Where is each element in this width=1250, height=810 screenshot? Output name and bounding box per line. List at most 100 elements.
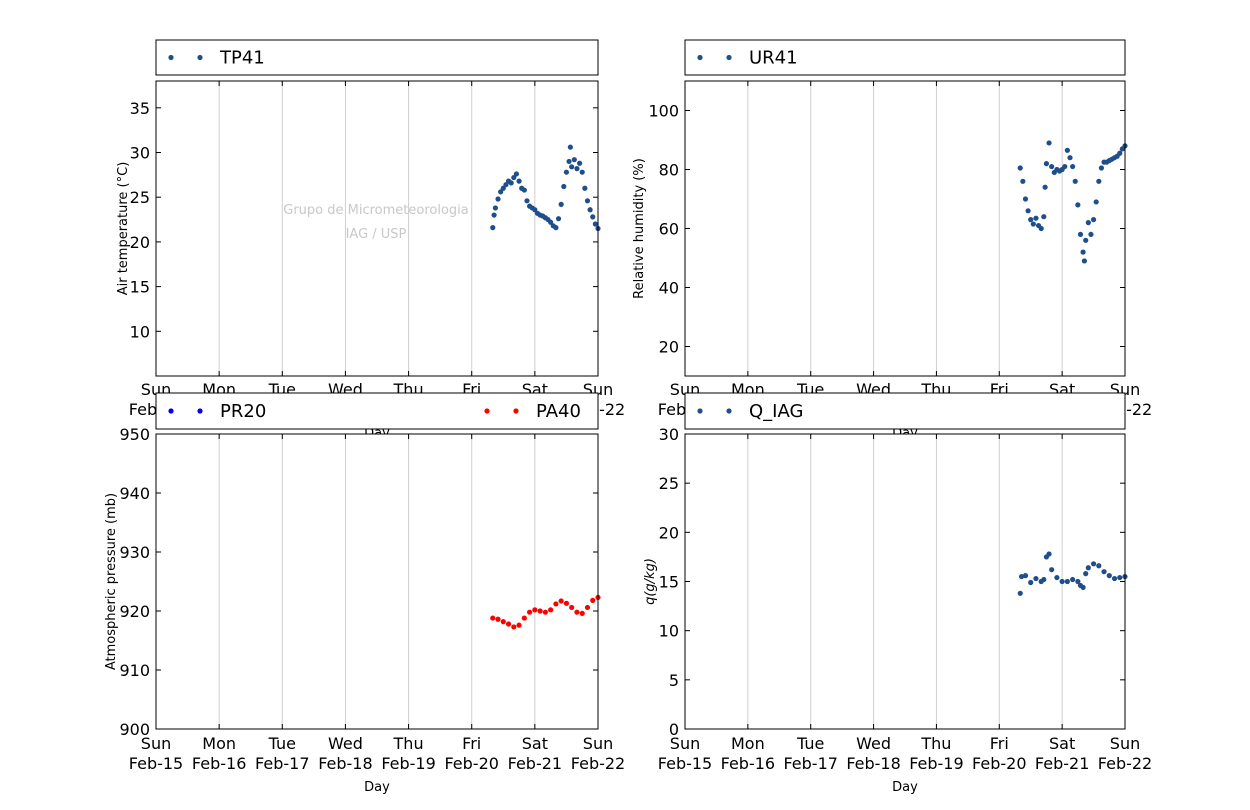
y-tick-label: 940 bbox=[119, 484, 150, 503]
data-point bbox=[567, 144, 573, 150]
x-tick-label-date: Feb-15 bbox=[129, 754, 183, 773]
y-tick-label: 25 bbox=[659, 474, 679, 493]
y-tick-label: 40 bbox=[659, 279, 679, 298]
legend: PR20 PA40 bbox=[155, 392, 599, 430]
plot-area bbox=[156, 434, 598, 729]
x-tick-label-day: Mon bbox=[731, 734, 765, 753]
chart-specific_humidity: SunFeb-15MonFeb-16TueFeb-17WedFeb-18ThuF… bbox=[643, 392, 1152, 795]
watermark: Grupo de Micrometeorologia IAG / USP bbox=[283, 203, 469, 242]
data-point bbox=[1101, 569, 1107, 575]
data-point bbox=[495, 616, 501, 622]
x-tick-label-day: Sun bbox=[141, 734, 171, 753]
watermark-line-2: IAG / USP bbox=[346, 227, 407, 242]
x-tick-label-day: Fri bbox=[462, 734, 481, 753]
legend-marker bbox=[168, 54, 174, 61]
y-tick-label: 950 bbox=[119, 425, 150, 444]
data-point bbox=[592, 221, 598, 227]
legend-box bbox=[155, 39, 599, 76]
data-point bbox=[569, 164, 575, 170]
y-tick-label: 930 bbox=[119, 543, 150, 562]
data-point bbox=[1033, 215, 1039, 221]
data-point bbox=[490, 615, 496, 621]
data-point bbox=[1046, 551, 1052, 557]
x-tick-label-day: Thu bbox=[920, 734, 951, 753]
y-tick-label: 900 bbox=[119, 720, 150, 739]
data-point bbox=[548, 607, 554, 613]
data-point bbox=[590, 214, 596, 220]
data-point bbox=[1096, 563, 1102, 569]
data-point bbox=[1075, 578, 1081, 585]
y-tick-label: 60 bbox=[659, 220, 679, 239]
y-axis-label: q(g/kg) bbox=[643, 558, 658, 605]
data-point bbox=[569, 604, 575, 611]
data-point bbox=[1081, 258, 1088, 264]
data-point bbox=[1070, 163, 1076, 170]
x-tick-label-date: Feb-20 bbox=[444, 754, 498, 773]
y-tick-label: 920 bbox=[119, 602, 150, 621]
y-tick-label: 15 bbox=[130, 278, 150, 297]
data-point bbox=[1117, 574, 1123, 581]
y-tick-label: 25 bbox=[130, 188, 150, 207]
y-tick-label: 20 bbox=[130, 233, 150, 252]
y-tick-label: 0 bbox=[669, 720, 679, 739]
data-point bbox=[579, 610, 585, 616]
legend-marker bbox=[697, 408, 703, 414]
data-point bbox=[584, 604, 591, 611]
x-tick-label-date: Feb-19 bbox=[909, 754, 963, 773]
data-point bbox=[524, 198, 530, 204]
data-point bbox=[576, 160, 583, 166]
data-point bbox=[516, 622, 522, 628]
data-point bbox=[500, 619, 506, 625]
y-tick-label: 5 bbox=[669, 671, 679, 690]
data-point bbox=[508, 180, 514, 186]
data-point bbox=[511, 624, 517, 630]
x-tick-label-day: Tue bbox=[268, 734, 296, 753]
data-point bbox=[555, 216, 562, 222]
x-tick-label-day: Sat bbox=[1049, 734, 1075, 753]
chart-humidity: SunFeb-15MonFeb-16TueFeb-17WedFeb-18ThuF… bbox=[632, 39, 1152, 441]
x-tick-label-day: Sun bbox=[670, 734, 700, 753]
legend-box bbox=[684, 392, 1126, 430]
y-tick-label: 15 bbox=[659, 573, 679, 592]
legend-marker bbox=[197, 408, 203, 414]
data-point bbox=[587, 207, 593, 213]
data-point bbox=[513, 171, 520, 177]
x-tick-label-day: Wed bbox=[856, 734, 891, 753]
data-point bbox=[1106, 573, 1112, 579]
legend-label: Q_IAG bbox=[749, 401, 803, 422]
x-tick-label-date: Feb-21 bbox=[508, 754, 562, 773]
chart-pressure: SunFeb-15MonFeb-16TueFeb-17WedFeb-18ThuF… bbox=[104, 392, 625, 795]
plot-frame bbox=[155, 80, 599, 377]
x-tick-label-day: Thu bbox=[393, 734, 424, 753]
x-axis-label: Day bbox=[364, 780, 390, 795]
data-point bbox=[1017, 165, 1023, 171]
data-point bbox=[1022, 573, 1029, 579]
legend-marker bbox=[168, 408, 174, 414]
watermark-line-1: Grupo de Micrometeorologia bbox=[283, 203, 469, 218]
data-point bbox=[1083, 237, 1089, 243]
data-point bbox=[1072, 178, 1078, 184]
data-point bbox=[1049, 163, 1055, 170]
data-point bbox=[1042, 184, 1048, 190]
data-point bbox=[553, 225, 559, 231]
data-point bbox=[1085, 220, 1091, 226]
y-axis-label: Atmospheric pressure (mb) bbox=[104, 493, 119, 670]
y-tick-label: 910 bbox=[119, 661, 150, 680]
data-point bbox=[498, 189, 504, 195]
x-tick-label-date: Feb-19 bbox=[381, 754, 435, 773]
data-point bbox=[574, 166, 580, 172]
data-point bbox=[1020, 178, 1026, 184]
y-tick-label: 10 bbox=[130, 322, 150, 341]
y-tick-label: 10 bbox=[659, 622, 679, 641]
data-point bbox=[582, 185, 588, 191]
legend-marker bbox=[513, 408, 519, 414]
legend-label: PA40 bbox=[536, 401, 581, 422]
plot-frame bbox=[684, 433, 1126, 730]
data-point bbox=[1025, 208, 1031, 214]
plot-area bbox=[685, 434, 1125, 729]
x-tick-label-date: Feb-22 bbox=[571, 754, 625, 773]
data-point bbox=[526, 609, 533, 615]
y-tick-label: 35 bbox=[130, 99, 150, 118]
x-tick-label-date: Feb-17 bbox=[783, 754, 837, 773]
